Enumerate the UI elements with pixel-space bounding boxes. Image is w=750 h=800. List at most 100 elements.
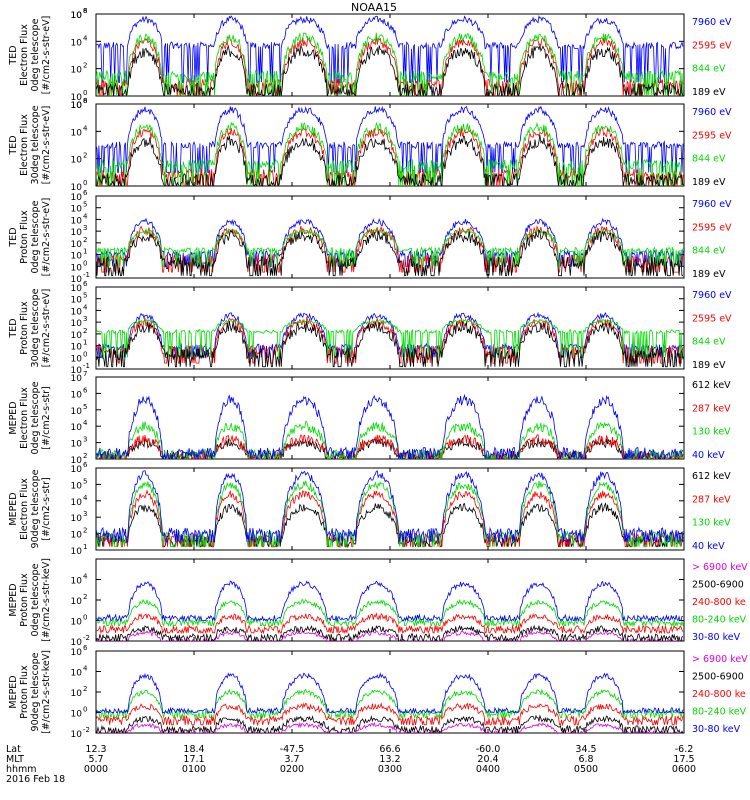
y-tick-exponent: 7 <box>83 370 87 378</box>
y-tick-exponent: 3 <box>83 224 87 232</box>
y-tick-exponent: 2 <box>83 452 87 460</box>
legend-entry: 189 eV <box>692 87 726 98</box>
y-tick-label: 10 <box>71 93 83 103</box>
y-tick-label: 10 <box>71 648 83 658</box>
y-tick-exponent: 1 <box>83 248 87 256</box>
y-axis-label: MEPED <box>8 583 19 616</box>
y-tick-exponent: 5 <box>83 477 87 485</box>
y-tick-label: 10 <box>71 498 83 508</box>
legend-entry: 844 eV <box>692 64 726 75</box>
legend-entry: 240-800 ke <box>692 689 746 700</box>
y-tick-label: 10 <box>71 228 83 238</box>
x-tick-label-hhmm: 0300 <box>378 764 402 775</box>
legend-entry: 40 keV <box>692 541 725 552</box>
y-axis-label: [#/cm2-s-str-eV] <box>41 106 52 185</box>
series-line <box>96 688 684 720</box>
y-axis-label: [#/cm2-s-str-keV] <box>41 558 52 642</box>
legend-entry: 612 keV <box>692 471 731 482</box>
series-line <box>96 318 683 358</box>
legend-entry: 40 keV <box>692 450 725 461</box>
y-tick-label: 10 <box>71 216 83 226</box>
y-tick-label: 10 <box>71 156 83 166</box>
y-tick-label: 10 <box>71 730 83 740</box>
x-tick-label-hhmm: 0200 <box>280 764 304 775</box>
series-line <box>96 470 684 543</box>
y-tick-label: 10 <box>71 66 83 76</box>
series-line <box>96 702 684 727</box>
x-tick-label-hhmm: 0100 <box>182 764 206 775</box>
series-line <box>96 714 684 733</box>
y-tick-exponent: 0 <box>83 179 87 187</box>
series-line <box>96 229 683 277</box>
y-tick-exponent: 6 <box>83 386 88 394</box>
series-line <box>96 105 684 173</box>
x-tick-label-mlt: 17.1 <box>183 754 204 765</box>
series-line <box>96 126 684 186</box>
legend-entry: 130 keV <box>692 427 731 438</box>
x-tick-label-mlt: 3.7 <box>284 754 299 765</box>
y-tick-exponent: 4 <box>83 573 88 581</box>
row-label-lat: Lat <box>6 744 21 755</box>
y-tick-label: 10 <box>71 514 83 524</box>
y-tick-label: 10 <box>71 689 83 699</box>
y-tick-exponent: 4 <box>83 665 88 673</box>
y-axis-label: Proton Flux <box>19 301 30 355</box>
y-tick-label: 10 <box>71 240 83 250</box>
y-tick-exponent: 4 <box>83 212 88 220</box>
series-line <box>96 32 684 96</box>
y-axis-label: [#/cm2-s-str] <box>41 477 52 540</box>
y-axis-label: MEPED <box>8 675 19 708</box>
y-tick-label: 10 <box>71 263 83 273</box>
y-tick-label: 10 <box>71 638 83 648</box>
series-group <box>96 393 684 459</box>
legend-entry: 2500-6900 <box>692 672 744 683</box>
y-axis-label: TED <box>8 135 19 155</box>
legend-entry: > 6900 keV <box>692 562 748 573</box>
y-tick-exponent: 4 <box>83 303 88 311</box>
y-tick-exponent: 2 <box>83 327 87 335</box>
y-tick-exponent: 0 <box>83 89 87 97</box>
series-line <box>96 612 684 635</box>
y-tick-label: 10 <box>71 205 83 215</box>
legend-entry: 2595 eV <box>692 40 732 51</box>
x-tick-label-mlt: 5.7 <box>88 754 103 765</box>
y-tick-label: 10 <box>71 440 83 450</box>
legend-entry: 844 eV <box>692 337 726 348</box>
legend-entry: 30-80 keV <box>692 724 741 735</box>
y-tick-exponent: 8 <box>83 7 87 15</box>
y-axis-label: TED <box>8 318 19 338</box>
series-line <box>96 421 684 459</box>
y-axis-label: Electron Flux <box>19 24 30 86</box>
y-tick-label: 10 <box>71 669 83 679</box>
y-axis-label: 0deg telescope <box>30 18 41 91</box>
y-axis-label: [#/cm2-s-str-eV] <box>41 198 52 277</box>
legend-entry: 80-240 keV <box>692 615 747 626</box>
y-tick-label: 10 <box>71 407 83 417</box>
y-axis-label: 30deg telescope <box>30 288 41 367</box>
y-tick-exponent: 4 <box>83 419 88 427</box>
series-line <box>96 502 684 549</box>
series-group <box>96 311 684 368</box>
y-tick-label: 10 <box>71 374 83 384</box>
y-tick-label: 10 <box>71 319 83 329</box>
y-tick-exponent: 8 <box>83 97 87 105</box>
y-tick-label: 10 <box>71 456 83 466</box>
y-tick-exponent: 1 <box>83 339 87 347</box>
series-line <box>96 721 683 733</box>
y-axis-label: 30deg telescope <box>30 105 41 184</box>
y-tick-label: 10 <box>71 275 83 285</box>
legend-entry: 189 eV <box>692 269 726 280</box>
series-group <box>96 217 684 277</box>
y-tick-label: 10 <box>71 183 83 193</box>
y-axis-label: 0deg telescope <box>30 200 41 273</box>
plot-frame <box>95 376 685 460</box>
y-tick-label: 10 <box>71 193 83 203</box>
y-tick-label: 10 <box>71 343 83 353</box>
y-tick-label: 10 <box>71 481 83 491</box>
y-tick-exponent: 4 <box>83 494 88 502</box>
